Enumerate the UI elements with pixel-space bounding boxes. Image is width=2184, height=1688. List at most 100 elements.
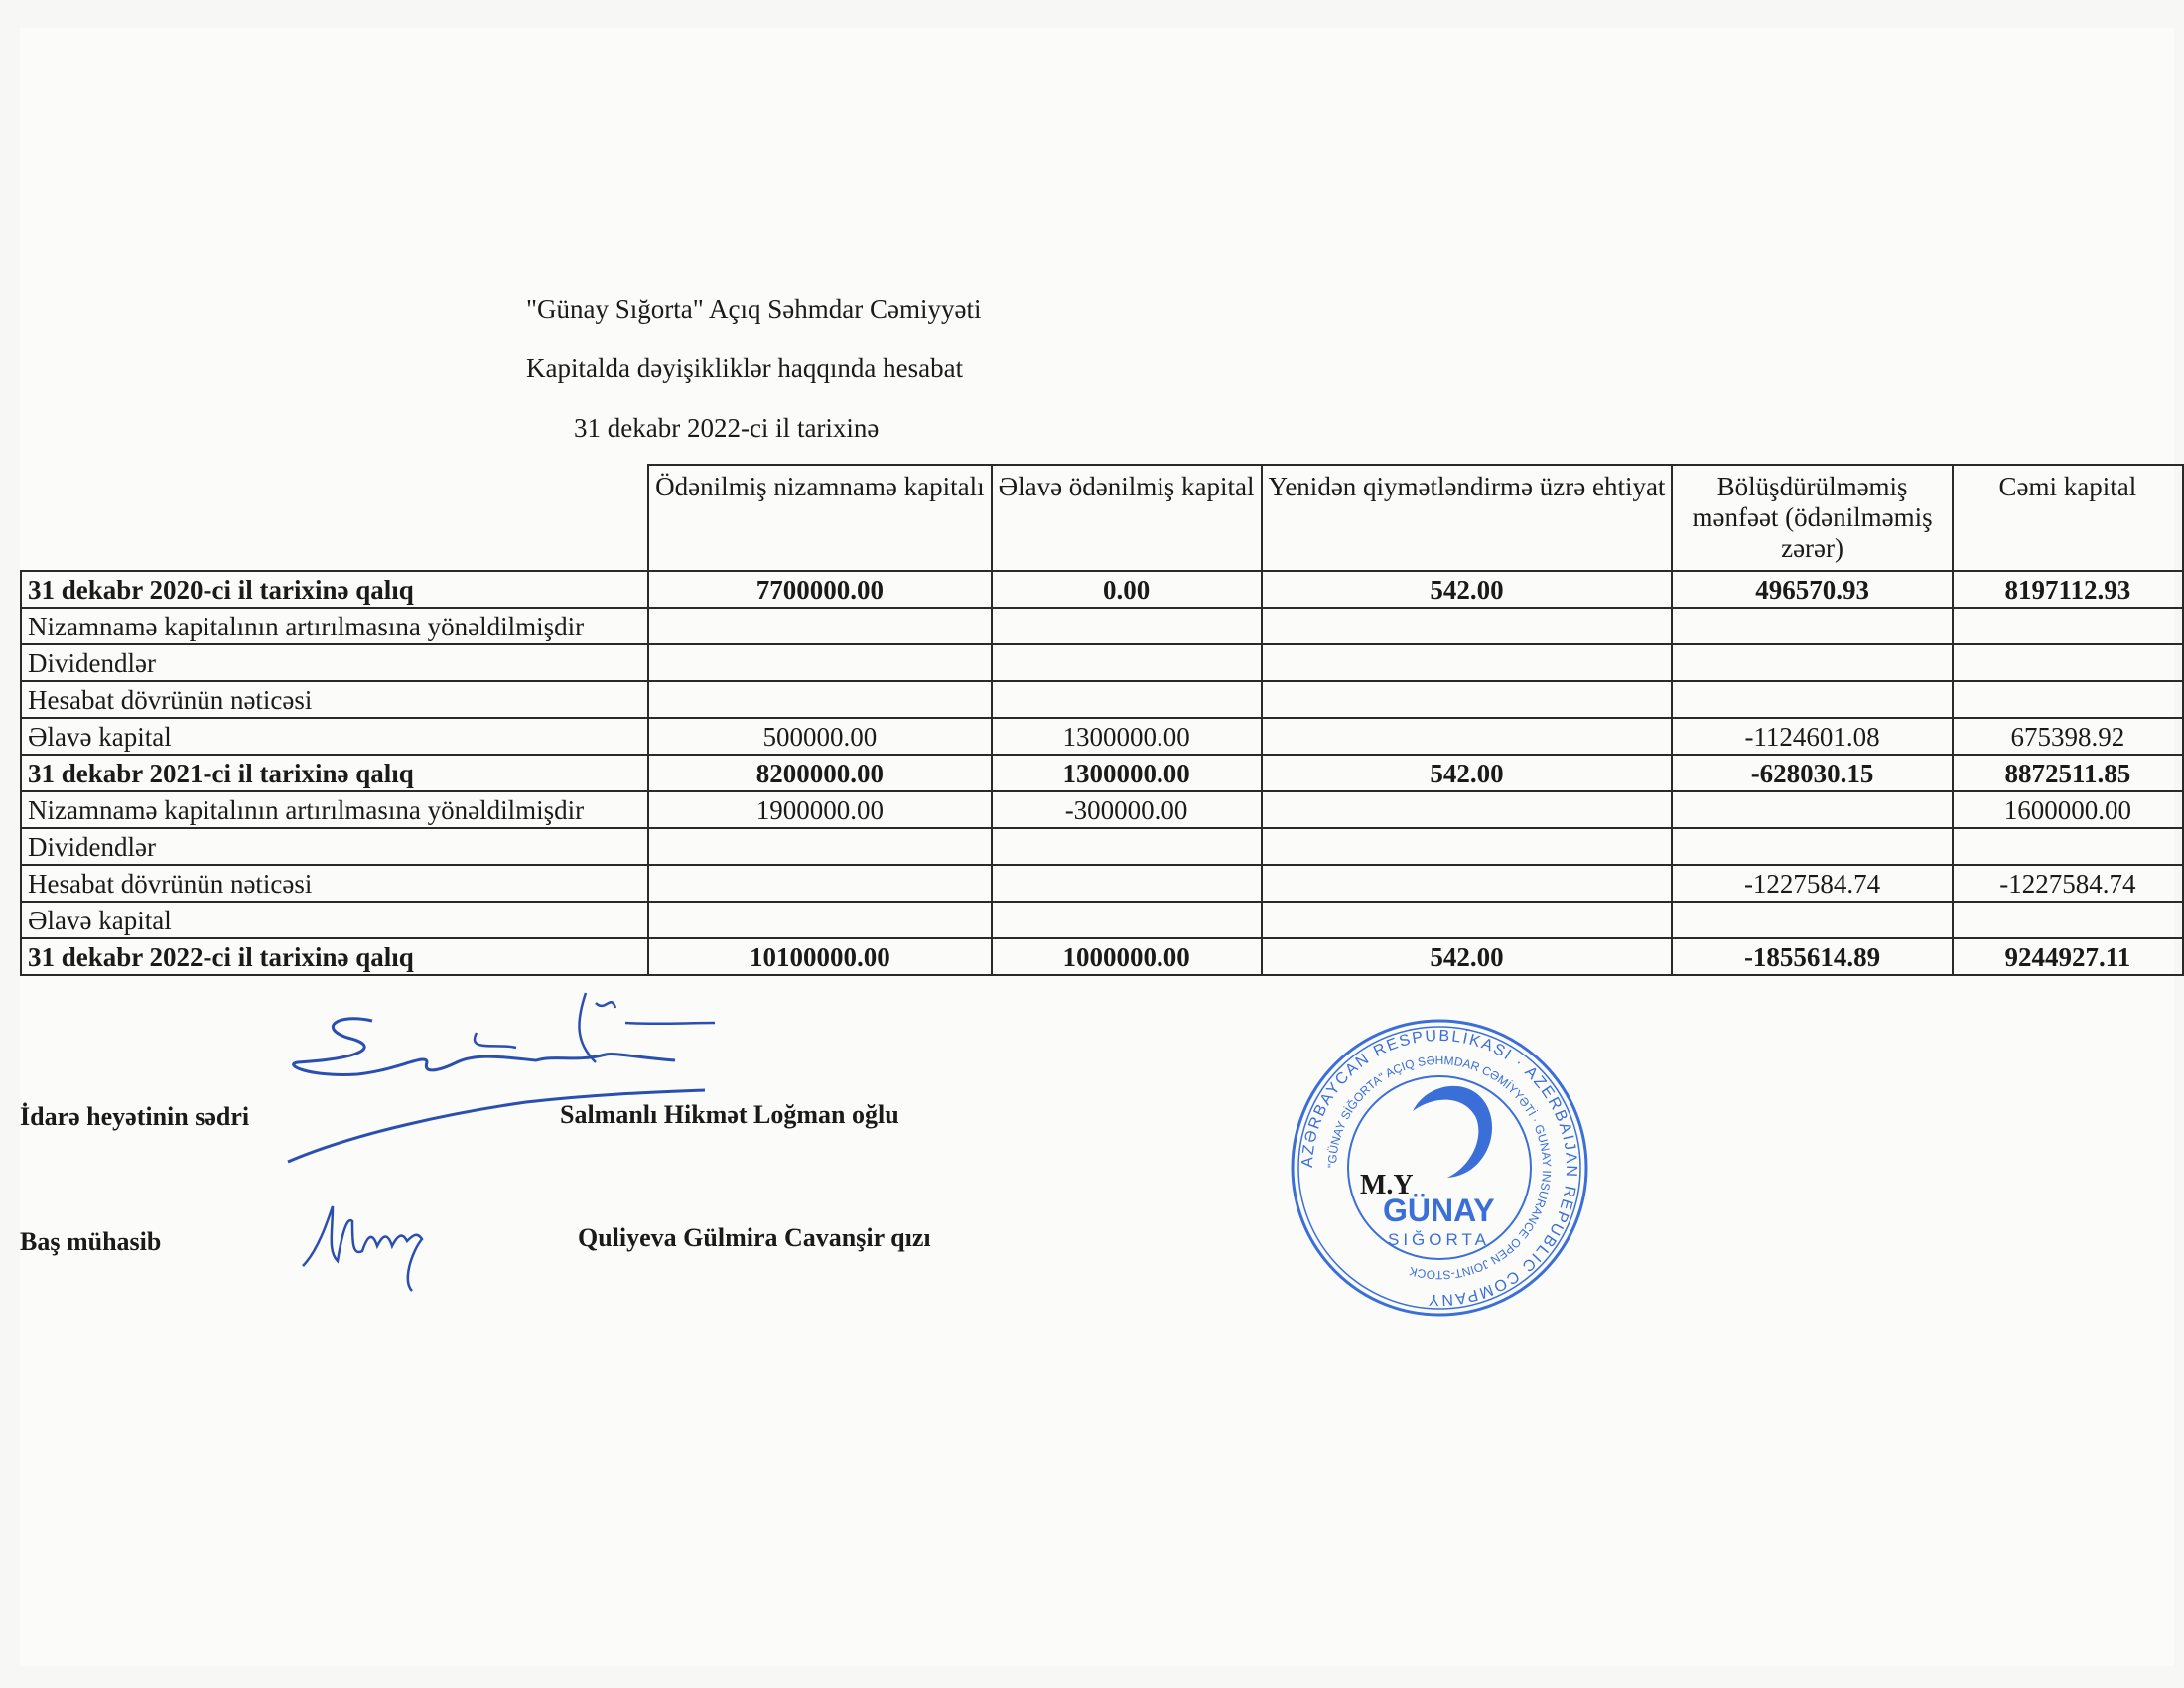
cell-value: 1300000.00 <box>990 717 1263 756</box>
cell-value <box>990 864 1263 903</box>
cell-value: 8200000.00 <box>647 754 993 792</box>
cell-value <box>1951 643 2184 682</box>
cell-value <box>1671 643 1954 682</box>
cell-value <box>1951 680 2184 719</box>
row-label: 31 dekabr 2020-ci il tarixinə qalıq <box>19 570 650 609</box>
accountant-signature <box>302 1205 424 1292</box>
row-label: Əlavə kapital <box>19 901 650 939</box>
row-label: Dividendlər <box>19 827 650 866</box>
row-label: Nizamnamə kapitalının artırılmasına yönə… <box>19 790 650 829</box>
cell-value: -1227584.74 <box>1951 864 2184 903</box>
cell-value <box>1671 790 1954 829</box>
table-row: Dividendlər <box>19 643 2184 682</box>
cell-value: 10100000.00 <box>647 937 993 976</box>
cell-value <box>647 607 993 645</box>
table-row: 31 dekabr 2022-ci il tarixinə qalıq 10100… <box>19 937 2184 976</box>
report-date: 31 dekabr 2022-ci il tarixinə <box>574 413 880 443</box>
cell-value: 542.00 <box>1260 937 1674 976</box>
cell-value <box>1671 827 1954 866</box>
row-label: 31 dekabr 2021-ci il tarixinə qalıq <box>19 754 650 792</box>
cell-value <box>647 864 993 903</box>
row-label: Nizamnamə kapitalının artırılmasına yönə… <box>19 607 650 645</box>
chair-name: Salmanlı Hikmət Loğman oğlu <box>560 1100 899 1129</box>
table-header-row: Ödənilmiş nizamnamə kapitalı Əlavə ödəni… <box>21 464 2184 572</box>
stamp-brand-sub: SIĞORTA <box>1388 1230 1490 1249</box>
cell-value: 542.00 <box>1260 570 1674 609</box>
cell-value <box>990 827 1263 866</box>
cell-value: 8197112.93 <box>1951 570 2184 609</box>
chair-signature <box>287 992 716 1164</box>
cell-value: 675398.92 <box>1951 717 2184 756</box>
table-row: Hesabat dövrünün nəticəsi <box>19 680 2184 719</box>
row-label: 31 dekabr 2022-ci il tarixinə qalıq <box>19 937 650 976</box>
stamp-brand: GÜNAY <box>1383 1193 1495 1228</box>
cell-value: 1900000.00 <box>647 790 993 829</box>
company-stamp: AZƏRBAYCAN RESPUBLİKASI · AZERBAIJAN REP… <box>1291 1019 1588 1317</box>
cell-value: 500000.00 <box>647 717 993 756</box>
cell-value <box>1260 790 1674 829</box>
column-header: Cəmi kapital <box>1951 464 2184 572</box>
column-header-blank <box>21 465 650 572</box>
cell-value <box>1260 827 1674 866</box>
cell-value: 0.00 <box>990 570 1263 609</box>
cell-value <box>990 607 1263 645</box>
cell-value: 1600000.00 <box>1951 790 2184 829</box>
cell-value <box>1671 901 1954 939</box>
svg-text:AZƏRBAYCAN RESPUBLİKASI · AZER: AZƏRBAYCAN RESPUBLİKASI · AZERBAIJAN REP… <box>1299 1028 1579 1308</box>
cell-value: -300000.00 <box>990 790 1263 829</box>
column-header: Ödənilmiş nizamnamə kapitalı <box>647 464 993 572</box>
table-row: Əlavə kapital 500000.00 1300000.00 -1124601… <box>19 717 2184 756</box>
report-title: Kapitalda dəyişikliklər haqqında hesabat <box>526 353 964 383</box>
cell-value: -628030.15 <box>1671 754 1954 792</box>
cell-value <box>1260 901 1674 939</box>
cell-value <box>647 680 993 719</box>
table-row: 31 dekabr 2020-ci il tarixinə qalıq 77000… <box>19 570 2184 609</box>
cell-value: -1855614.89 <box>1671 937 1954 976</box>
cell-value <box>1671 607 1954 645</box>
cell-value <box>1951 901 2184 939</box>
crescent-logo-icon <box>1413 1085 1493 1178</box>
stamp-mark: M.Y <box>1360 1170 1414 1200</box>
stamp-outer-text: AZƏRBAYCAN RESPUBLİKASI · AZERBAIJAN REP… <box>1299 1028 1577 1308</box>
cell-value <box>1260 680 1674 719</box>
chair-title: İdarə heyətinin sədri <box>20 1102 250 1131</box>
accountant-name: Quliyeva Gülmira Cavanşir qızı <box>578 1223 931 1252</box>
cell-value <box>1951 607 2184 645</box>
cell-value: -1124601.08 <box>1671 717 1954 756</box>
cell-value <box>647 901 993 939</box>
equity-changes-table: Ödənilmiş nizamnamə kapitalı Əlavə ödəni… <box>19 464 2184 976</box>
cell-value <box>990 901 1263 939</box>
row-label: Dividendlər <box>19 643 650 682</box>
column-header: Yenidən qiymətləndirmə üzrə ehtiyat <box>1260 464 1674 572</box>
accountant-title: Baş mühasib <box>20 1227 162 1256</box>
cell-value: 7700000.00 <box>647 570 993 609</box>
cell-value: 1300000.00 <box>990 754 1263 792</box>
cell-value: 542.00 <box>1260 754 1674 792</box>
row-label: Hesabat dövrünün nəticəsi <box>19 864 650 903</box>
cell-value: -1227584.74 <box>1671 864 1954 903</box>
table-row: Əlavə kapital <box>19 901 2184 939</box>
cell-value <box>990 643 1263 682</box>
row-label: Əlavə kapital <box>19 717 650 756</box>
cell-value <box>647 827 993 866</box>
cell-value <box>1260 643 1674 682</box>
column-header: Bölüşdürülməmiş mənfəət (ödənilməmiş zər… <box>1671 464 1954 572</box>
table-row: Hesabat dövrünün nəticəsi -1227584.74 -122… <box>19 864 2184 903</box>
cell-value: 8872511.85 <box>1951 754 2184 792</box>
table-row: 31 dekabr 2021-ci il tarixinə qalıq 82000… <box>19 754 2184 792</box>
cell-value: 9244927.11 <box>1951 937 2184 976</box>
table-row: Nizamnamə kapitalının artırılmasına yönə… <box>19 607 2184 645</box>
column-header: Əlavə ödənilmiş kapital <box>990 464 1263 572</box>
cell-value <box>1671 680 1954 719</box>
cell-value: 1000000.00 <box>990 937 1263 976</box>
cell-value: 496570.93 <box>1671 570 1954 609</box>
cell-value <box>647 643 993 682</box>
cell-value <box>1260 717 1674 756</box>
company-name: "Günay Sığorta" Açıq Səhmdar Cəmiyyəti <box>526 294 982 324</box>
table-row: Nizamnamə kapitalının artırılmasına yönə… <box>19 790 2184 829</box>
table-row: Dividendlər <box>19 827 2184 866</box>
row-label: Hesabat dövrünün nəticəsi <box>19 680 650 719</box>
cell-value <box>1260 864 1674 903</box>
cell-value <box>1951 827 2184 866</box>
cell-value <box>990 680 1263 719</box>
